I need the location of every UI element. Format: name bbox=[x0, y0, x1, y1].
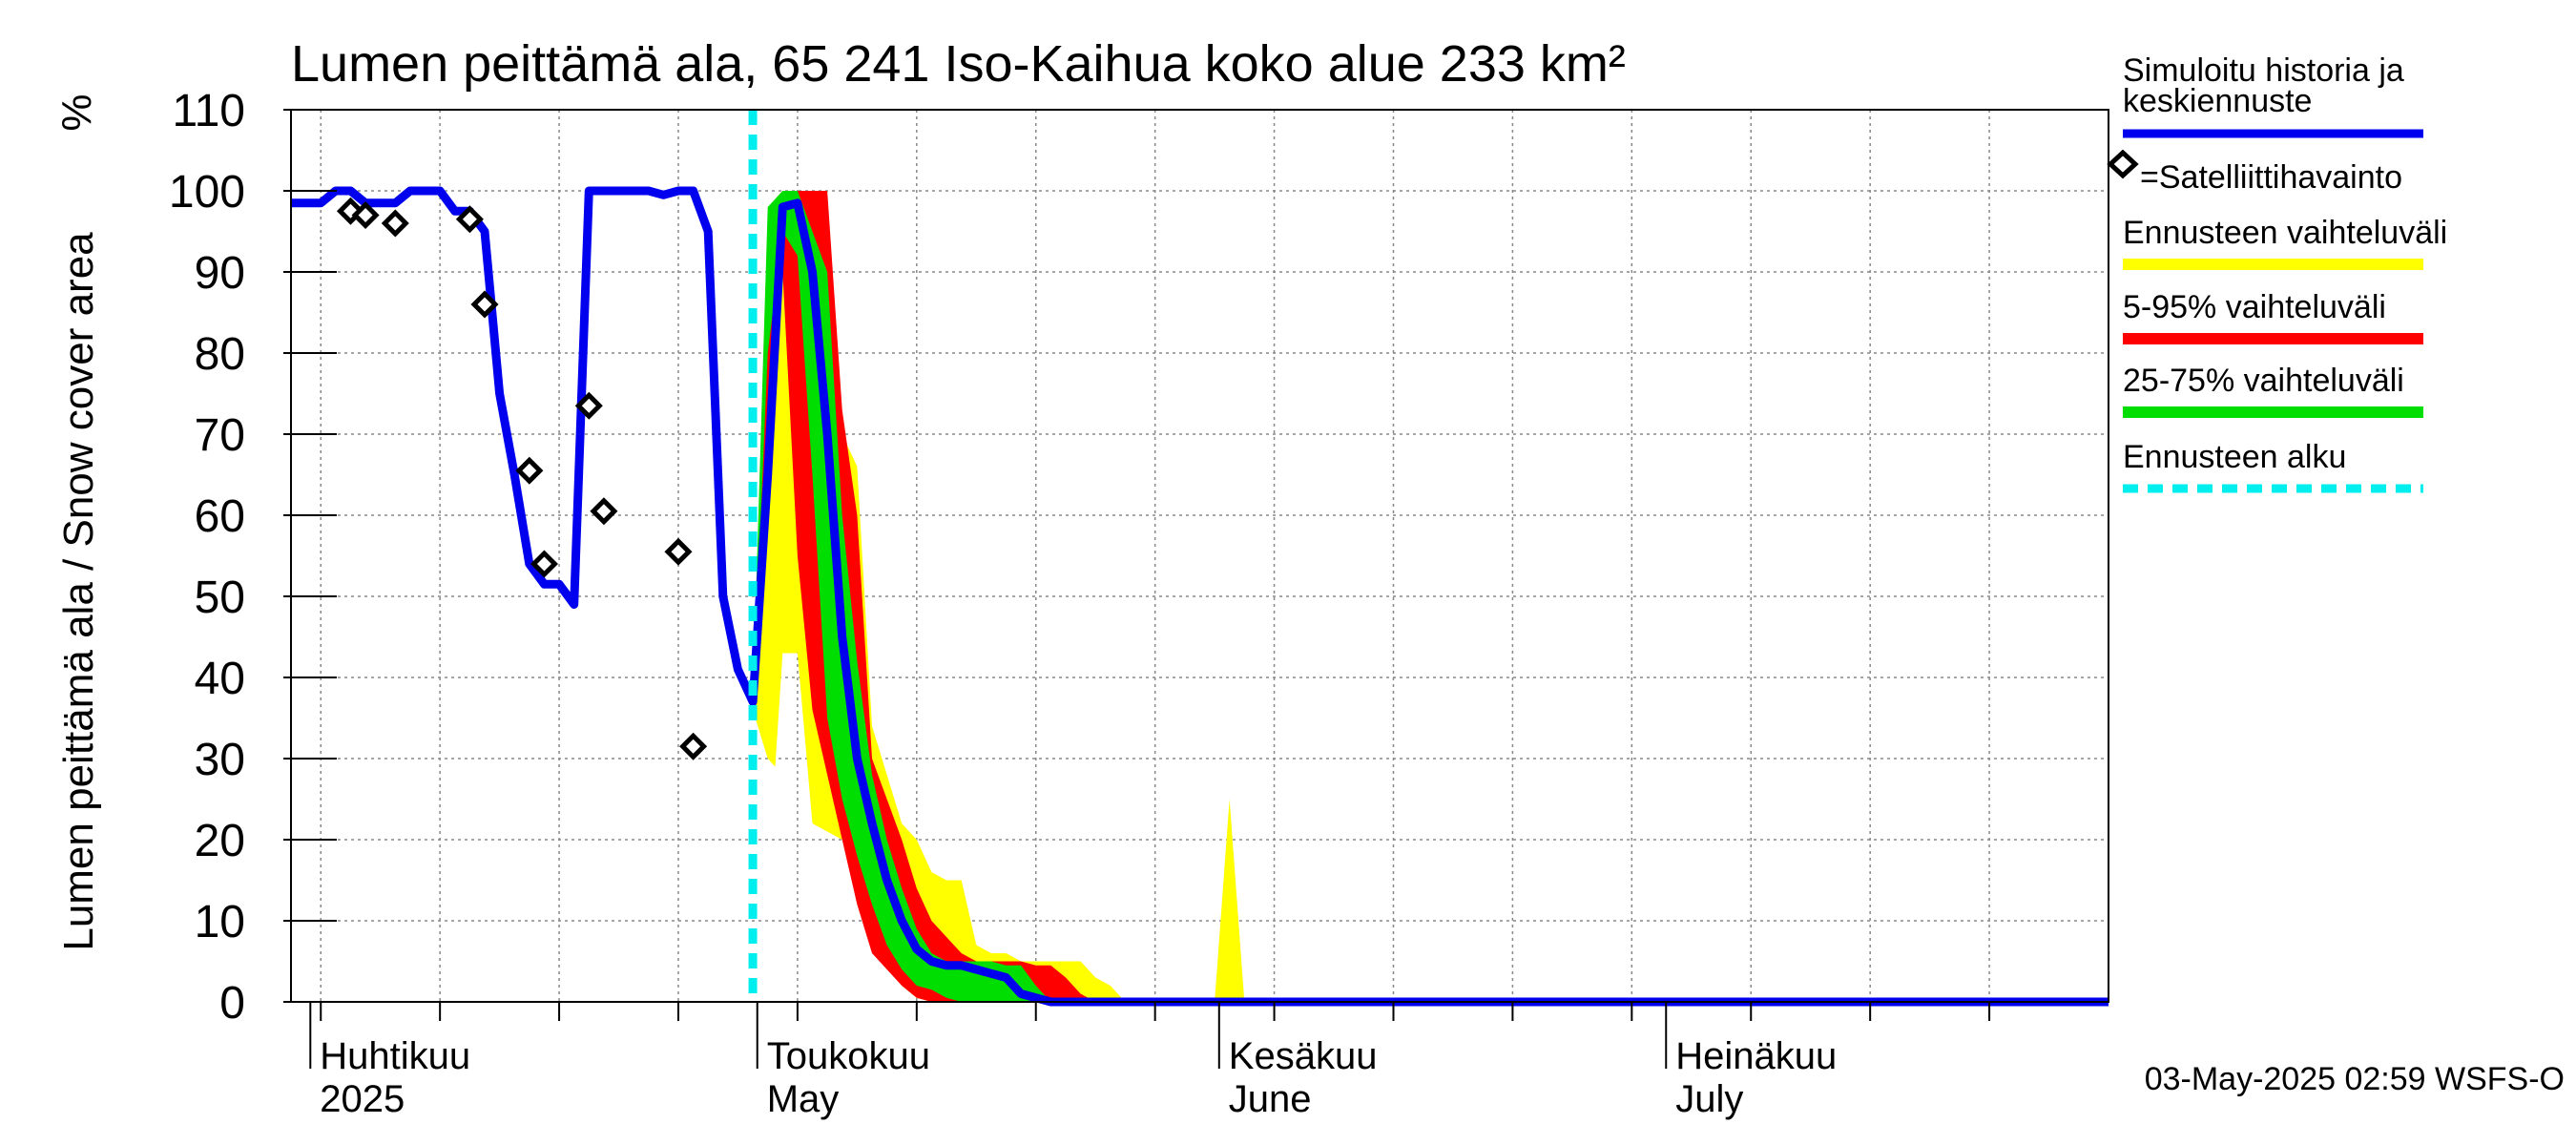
satellite-marker bbox=[455, 205, 484, 234]
band-5-95-vaihteluv-li bbox=[753, 191, 1096, 1002]
footer-timestamp: 03-May-2025 02:59 WSFS-O bbox=[2145, 1061, 2565, 1097]
y-tick-label: 80 bbox=[195, 329, 245, 380]
month-label-fi: Toukokuu bbox=[767, 1035, 930, 1077]
median-line-layer bbox=[291, 186, 2109, 1007]
satellite-marker bbox=[381, 209, 409, 238]
satellite-marker bbox=[530, 550, 558, 578]
legend-label: 5-95% vaihteluväli bbox=[2123, 289, 2386, 325]
legend-label: Ennusteen vaihteluväli bbox=[2123, 215, 2447, 251]
month-label-en: 2025 bbox=[320, 1078, 405, 1120]
satellite-marker bbox=[590, 497, 618, 526]
month-label-en: June bbox=[1229, 1078, 1312, 1120]
chart-title: Lumen peittämä ala, 65 241 Iso-Kaihua ko… bbox=[291, 35, 1626, 93]
legend-label: =Satelliittihavainto bbox=[2140, 159, 2402, 196]
month-label-fi: Kesäkuu bbox=[1229, 1035, 1378, 1077]
legend-label-line2: keskiennuste bbox=[2123, 83, 2312, 119]
satellite-marker bbox=[351, 200, 380, 230]
satellite-marker bbox=[664, 537, 693, 566]
month-label-en: May bbox=[767, 1078, 840, 1120]
y-axis-label: Lumen peittämä ala / Snow cover area bbox=[55, 232, 102, 951]
y-tick-label: 10 bbox=[195, 897, 245, 947]
y-tick-label: 90 bbox=[195, 248, 245, 299]
satellite-marker bbox=[679, 732, 708, 760]
y-tick-label: 110 bbox=[172, 86, 245, 136]
month-label-fi: Heinäkuu bbox=[1675, 1035, 1837, 1077]
legend-label: Ennusteen alku bbox=[2123, 439, 2346, 475]
plot-frame bbox=[290, 109, 2109, 1003]
legend-swatch-diamond bbox=[2107, 149, 2139, 179]
satellite-marker bbox=[515, 456, 544, 485]
median-line bbox=[291, 186, 2109, 1007]
y-axis-unit: % bbox=[53, 94, 100, 131]
y-tick-label: 60 bbox=[195, 491, 245, 542]
legend-label-line1: Simuloitu historia ja bbox=[2123, 52, 2404, 89]
y-tick-label: 40 bbox=[195, 654, 245, 704]
legend-label: 25-75% vaihteluväli bbox=[2123, 363, 2404, 399]
satellite-markers bbox=[336, 197, 708, 760]
y-tick-label: 70 bbox=[195, 410, 245, 461]
y-tick-label: 30 bbox=[195, 735, 245, 785]
month-label-fi: Huhtikuu bbox=[320, 1035, 470, 1077]
month-label-en: July bbox=[1675, 1078, 1743, 1120]
y-tick-label: 100 bbox=[169, 167, 245, 218]
y-tick-label: 0 bbox=[219, 978, 245, 1029]
satellite-marker bbox=[574, 391, 603, 420]
y-tick-label: 50 bbox=[195, 572, 245, 623]
satellite-marker bbox=[470, 290, 499, 319]
y-tick-label: 20 bbox=[195, 816, 245, 866]
